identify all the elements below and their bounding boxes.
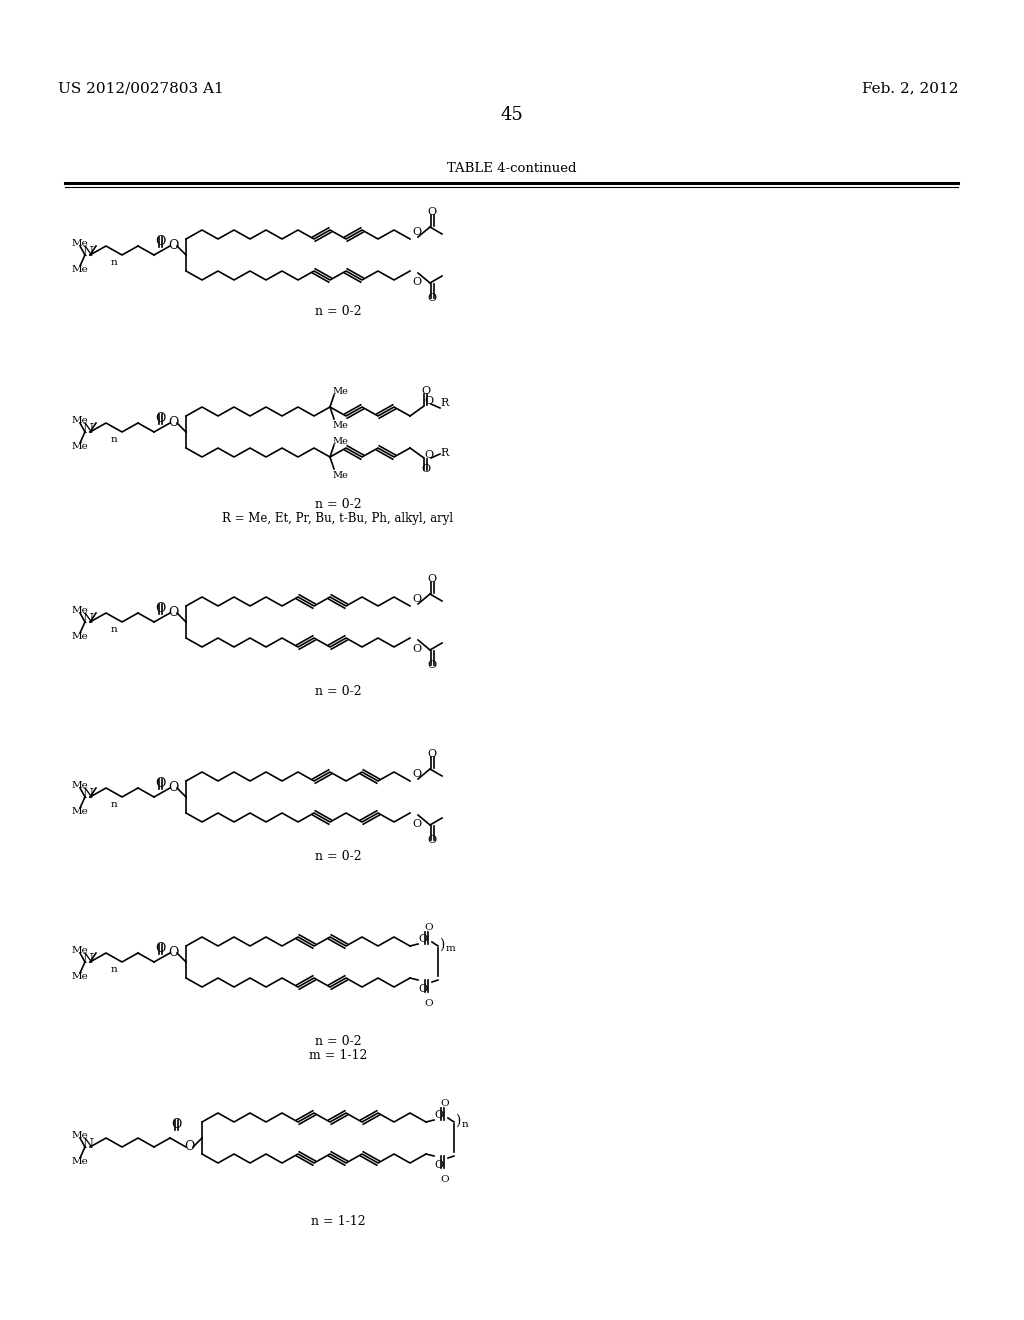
Text: Me: Me — [72, 265, 89, 275]
Text: O: O — [168, 781, 178, 795]
Text: O: O — [155, 412, 165, 425]
Text: O: O — [440, 1175, 449, 1184]
Text: O: O — [155, 235, 165, 248]
Text: Me: Me — [72, 1131, 89, 1140]
Text: n = 0-2: n = 0-2 — [314, 1035, 361, 1048]
Text: N: N — [82, 788, 93, 801]
Text: O: O — [427, 748, 436, 759]
Text: n = 0-2: n = 0-2 — [314, 850, 361, 863]
Text: N: N — [82, 953, 93, 966]
Text: O: O — [424, 450, 433, 459]
Text: O: O — [421, 385, 430, 396]
Text: n: n — [111, 257, 118, 267]
Text: O: O — [168, 239, 178, 252]
Text: Me: Me — [332, 421, 348, 430]
Text: N: N — [82, 422, 93, 436]
Text: O: O — [171, 1118, 181, 1131]
Text: O: O — [427, 660, 436, 671]
Text: m: m — [446, 944, 456, 953]
Text: ): ) — [455, 1114, 461, 1129]
Text: O: O — [440, 1100, 449, 1107]
Text: n: n — [111, 800, 118, 809]
Text: n: n — [111, 436, 118, 444]
Text: n = 0-2: n = 0-2 — [314, 498, 361, 511]
Text: Me: Me — [72, 416, 89, 425]
Text: O: O — [412, 770, 421, 779]
Text: O: O — [424, 923, 432, 932]
Text: Me: Me — [332, 437, 348, 446]
Text: n = 0-2: n = 0-2 — [314, 305, 361, 318]
Text: O: O — [168, 946, 178, 960]
Text: 45: 45 — [501, 106, 523, 124]
Text: Me: Me — [332, 471, 348, 480]
Text: ): ) — [439, 939, 444, 952]
Text: O: O — [168, 416, 178, 429]
Text: n = 0-2: n = 0-2 — [314, 685, 361, 698]
Text: O: O — [424, 999, 432, 1008]
Text: O: O — [155, 942, 165, 954]
Text: Me: Me — [72, 442, 89, 451]
Text: O: O — [155, 777, 165, 789]
Text: TABLE 4-continued: TABLE 4-continued — [447, 162, 577, 176]
Text: Me: Me — [72, 606, 89, 615]
Text: O: O — [412, 277, 421, 286]
Text: n: n — [111, 624, 118, 634]
Text: O: O — [418, 935, 427, 944]
Text: R: R — [440, 447, 449, 458]
Text: O: O — [155, 602, 165, 615]
Text: Me: Me — [72, 239, 89, 248]
Text: m = 1-12: m = 1-12 — [309, 1049, 368, 1063]
Text: US 2012/0027803 A1: US 2012/0027803 A1 — [58, 81, 224, 95]
Text: Me: Me — [72, 632, 89, 642]
Text: N: N — [82, 246, 93, 259]
Text: Me: Me — [332, 387, 348, 396]
Text: O: O — [184, 1140, 195, 1152]
Text: R = Me, Et, Pr, Bu, t-Bu, Ph, alkyl, aryl: R = Me, Et, Pr, Bu, t-Bu, Ph, alkyl, ary… — [222, 512, 454, 525]
Text: Me: Me — [72, 1158, 89, 1166]
Text: N: N — [82, 1138, 93, 1151]
Text: O: O — [412, 818, 421, 829]
Text: n: n — [462, 1119, 469, 1129]
Text: Me: Me — [72, 781, 89, 789]
Text: O: O — [427, 293, 436, 304]
Text: O: O — [424, 396, 433, 407]
Text: n: n — [111, 965, 118, 974]
Text: Me: Me — [72, 946, 89, 954]
Text: Feb. 2, 2012: Feb. 2, 2012 — [862, 81, 958, 95]
Text: N: N — [82, 612, 93, 626]
Text: O: O — [421, 465, 430, 474]
Text: O: O — [168, 606, 178, 619]
Text: R: R — [440, 399, 449, 408]
Text: O: O — [412, 594, 421, 605]
Text: O: O — [412, 227, 421, 238]
Text: O: O — [418, 983, 427, 994]
Text: O: O — [434, 1160, 443, 1170]
Text: O: O — [434, 1110, 443, 1119]
Text: O: O — [427, 836, 436, 845]
Text: O: O — [412, 644, 421, 653]
Text: O: O — [427, 207, 436, 216]
Text: n = 1-12: n = 1-12 — [310, 1214, 366, 1228]
Text: Me: Me — [72, 807, 89, 816]
Text: O: O — [427, 574, 436, 583]
Text: Me: Me — [72, 972, 89, 981]
